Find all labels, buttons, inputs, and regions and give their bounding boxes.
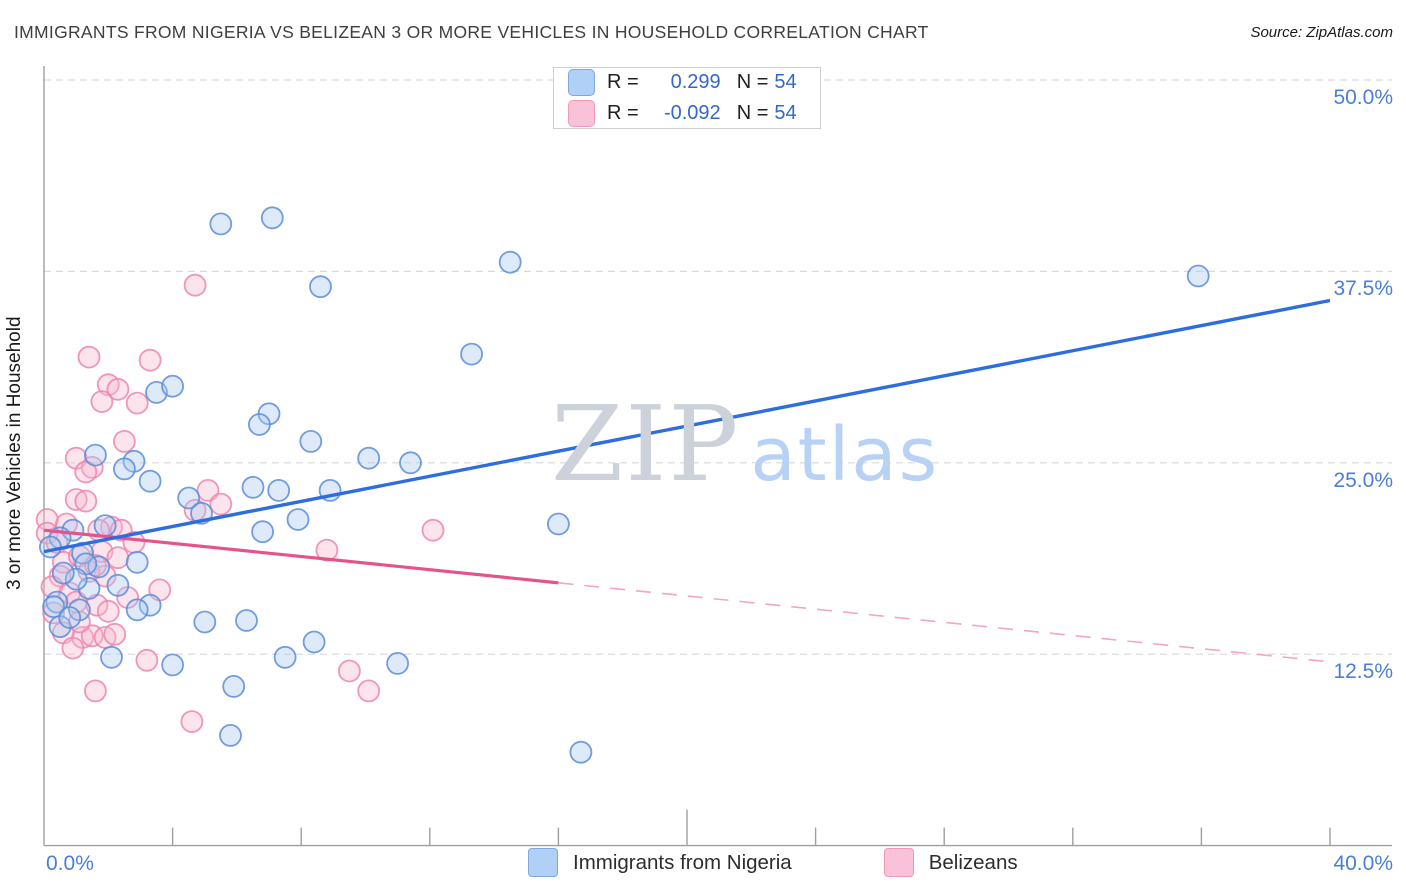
belizeans-legend-label: Belizeans — [928, 850, 1018, 874]
legend-item-nigeria: Immigrants from Nigeria — [528, 848, 792, 877]
y-axis-title: 3 or more Vehicles in Household — [4, 316, 25, 590]
belizeans-trend-line-extrapolated — [558, 582, 1331, 663]
r-value-belizean: -0.092 — [663, 102, 721, 124]
source-attribution: Source: ZipAtlas.com — [1250, 24, 1393, 41]
scatter-points-belizeans — [35, 273, 445, 733]
y-tick-label-37-5: 37.5% — [1333, 277, 1393, 300]
page-title: IMMIGRANTS FROM NIGERIA VS BELIZEAN 3 OR… — [14, 22, 929, 42]
correlation-legend-box: R = 0.299 N = 54 R = -0.092 N = 54 — [553, 67, 821, 129]
series-legend: Immigrants from Nigeria Belizeans — [528, 848, 1018, 877]
nigeria-color-swatch — [568, 69, 595, 96]
n-label: N = — [736, 71, 769, 93]
r-label: R = — [607, 71, 639, 93]
r-label: R = — [607, 102, 639, 124]
y-tick-label-50: 50.0% — [1333, 86, 1393, 109]
n-label: N = — [736, 102, 769, 124]
x-tick-label-0: 0.0% — [46, 852, 94, 875]
belizeans-trend-line — [43, 528, 559, 585]
n-value-nigeria: 54 — [774, 71, 797, 93]
x-tick-label-40: 40.0% — [1333, 852, 1393, 875]
nigeria-trend-line — [43, 298, 1331, 554]
legend-item-belizeans: Belizeans — [883, 848, 1018, 877]
legend-row-belizean: R = -0.092 N = 54 — [568, 100, 820, 127]
legend-row-nigeria: R = 0.299 N = 54 — [568, 69, 820, 96]
r-value-nigeria: 0.299 — [670, 71, 721, 93]
nigeria-legend-label: Immigrants from Nigeria — [573, 850, 792, 874]
nigeria-legend-swatch — [528, 848, 558, 877]
belizean-color-swatch — [568, 100, 595, 127]
y-tick-label-12-5: 12.5% — [1333, 660, 1393, 683]
belizeans-legend-swatch — [883, 848, 914, 877]
n-value-belizean: 54 — [774, 102, 797, 124]
y-tick-label-25: 25.0% — [1333, 469, 1393, 492]
